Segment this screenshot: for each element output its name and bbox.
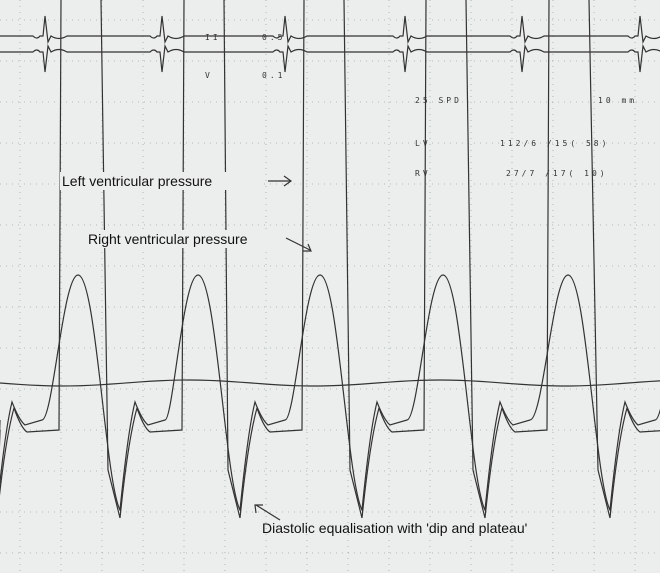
label-bg	[60, 172, 260, 190]
lead-label: II	[205, 33, 221, 42]
gain-label: 0.1	[262, 71, 285, 80]
rv-label: RV	[415, 169, 431, 178]
ecg-trace	[0, 43, 660, 73]
lv-label: LV	[415, 139, 431, 148]
scale-label: 10 mm	[598, 96, 637, 105]
ecg-trace	[0, 15, 660, 45]
speed-label: 25 SPD	[415, 96, 462, 105]
annotation: Diastolic equalisation with 'dip and pla…	[262, 520, 527, 536]
label-bg	[86, 230, 288, 248]
annotation: Right ventricular pressure	[88, 231, 248, 247]
lv-values: 112/6 /15( 58)	[500, 139, 609, 148]
traces	[0, 0, 660, 519]
gain-label: 0.5	[262, 33, 285, 42]
arrow	[285, 237, 312, 252]
arrow	[254, 504, 281, 521]
rv-trace	[0, 274, 660, 513]
annotation: Left ventricular pressure	[62, 173, 212, 189]
lv-trace	[0, 0, 660, 519]
lead-label: V	[205, 71, 213, 80]
arrow	[268, 175, 293, 187]
rv-values: 27/7 /17( 10)	[506, 169, 608, 178]
baseline-trace	[0, 379, 660, 387]
